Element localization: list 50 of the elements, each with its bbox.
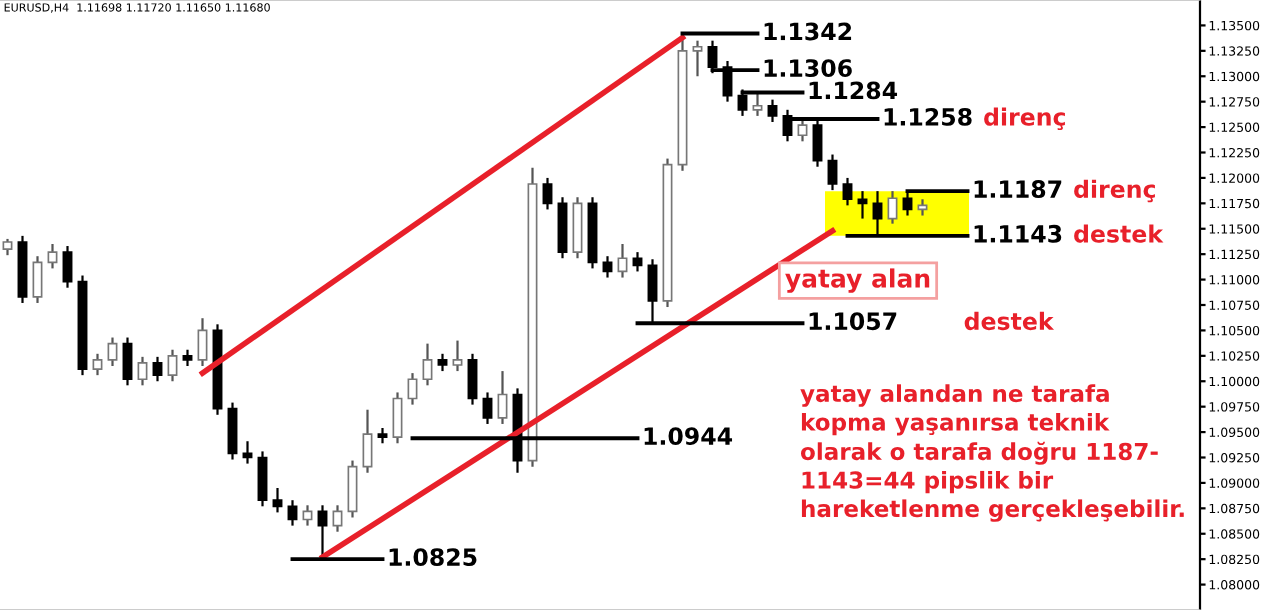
candlestick (62, 244, 73, 289)
series-label: 1.1057 (809, 312, 897, 331)
candlestick (107, 336, 118, 368)
series-label: 1.1143 (974, 224, 1062, 243)
candlestick (422, 342, 433, 387)
candlestick (407, 372, 418, 406)
candlestick (752, 91, 763, 118)
series-label: 1.1342 (764, 22, 852, 41)
candlestick (797, 117, 808, 143)
candlestick (887, 190, 898, 225)
candlestick (767, 98, 778, 124)
series-label: 1.1187 (974, 180, 1062, 198)
candlestick (542, 176, 553, 211)
candlestick (122, 336, 133, 387)
annotation: yatay alandan ne tarafa kopma yaşanırsa teknik olarak o tarafa doğru 1187- 1143=44 pipslik bir hareketlenme gerçekleşebilir. (800, 384, 1184, 522)
candlestick (842, 176, 853, 207)
candlestick (152, 355, 163, 383)
candlestick (482, 391, 493, 426)
annotation: direnç (1074, 179, 1155, 203)
series-label: 1.1258 (884, 107, 972, 126)
candlestick (362, 408, 373, 474)
candlestick (452, 339, 463, 373)
candlestick (167, 348, 178, 383)
candlestick (257, 450, 268, 508)
series-label: 1.0825 (389, 548, 477, 567)
candlestick (602, 255, 613, 279)
candlestick (617, 242, 628, 279)
series-label: 1.1284 (809, 81, 898, 100)
series-label: 1.1306 (764, 59, 852, 77)
candlestick (857, 190, 868, 220)
candlestick (497, 369, 508, 426)
annotation: direnç (984, 107, 1065, 131)
candlestick (692, 39, 703, 78)
candlestick (827, 153, 838, 192)
candlestick (197, 317, 208, 368)
annotation: destek (964, 311, 1055, 331)
band-label: yatay alan (785, 268, 930, 293)
candlestick (347, 459, 358, 519)
candlestick (32, 255, 43, 305)
series-label: 1.0944 (644, 427, 733, 446)
candlestick (467, 352, 478, 406)
candlestick (392, 391, 403, 445)
annotation: destek (1074, 224, 1164, 243)
candlestick (47, 242, 58, 270)
candlestick (287, 499, 298, 527)
candlestick (227, 401, 238, 461)
candlestick (137, 355, 148, 387)
candlestick (92, 352, 103, 377)
candlestick (632, 251, 643, 273)
candlestick (272, 486, 283, 514)
